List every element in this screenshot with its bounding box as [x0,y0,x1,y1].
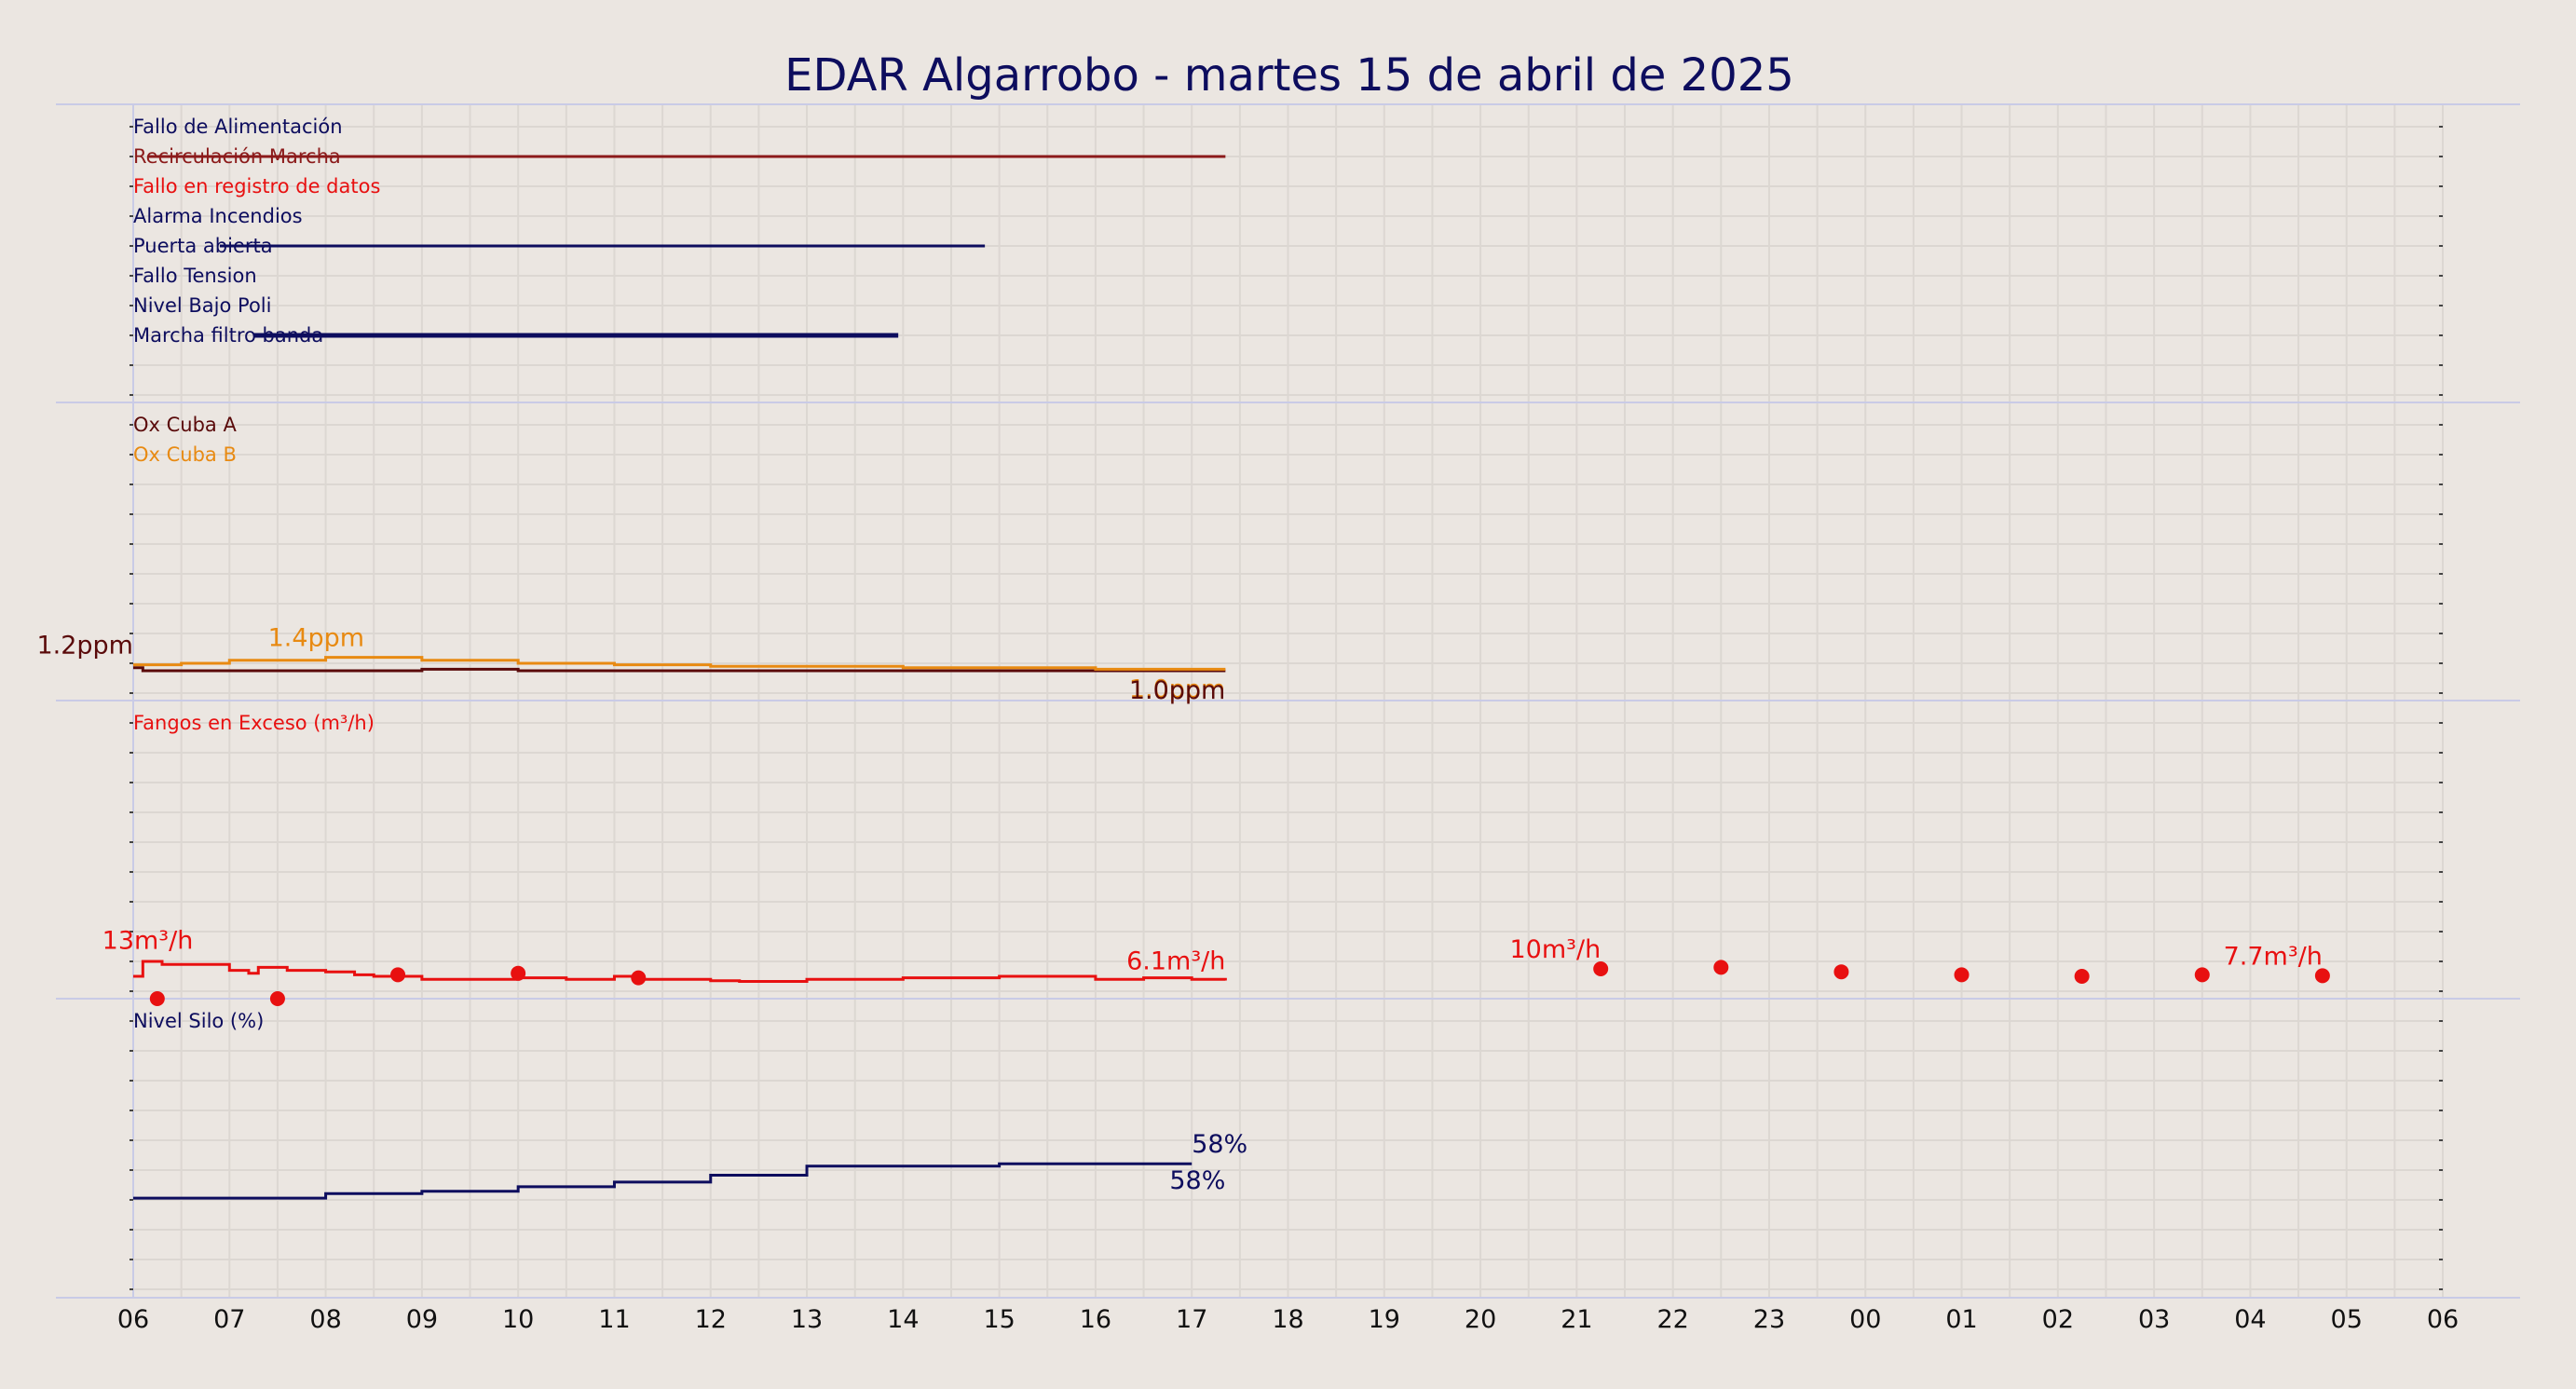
series-label: Ox Cuba A [133,414,237,436]
x-tick-label: 13 [791,1305,823,1334]
data-label: 1.2ppm [36,632,133,660]
x-tick-label: 19 [1369,1305,1400,1334]
x-tick-label: 09 [406,1305,438,1334]
chart-title: EDAR Algarrobo - martes 15 de abril de 2… [784,49,1794,102]
data-label: 1.0ppm [1129,676,1226,705]
data-label: 58% [1192,1130,1247,1159]
scatter-point [1954,967,1969,983]
scatter-point [1713,960,1729,975]
scatter-point [1593,961,1609,976]
series-label: Fallo en registro de datos [133,175,380,197]
scatter-point [1833,964,1849,980]
series-label: Nivel Silo (%) [133,1010,264,1032]
grid-layer [56,103,2520,1299]
x-tick-label: 06 [117,1305,149,1334]
x-tick-label: 04 [2234,1305,2266,1334]
scatter-point [149,991,165,1006]
scatter-point [2194,967,2210,983]
panel-3: Fangos en Exceso (m³/h) 13m³/h 6.1m³/h 10m³… [102,712,2443,1006]
x-tick-label: 21 [1561,1305,1592,1334]
scatter-point [269,991,285,1006]
series-label: Fangos en Exceso (m³/h) [133,712,375,734]
x-tick-label: 18 [1272,1305,1303,1334]
x-tick-label: 05 [2331,1305,2363,1334]
x-tick-label: 15 [983,1305,1015,1334]
panel-4: Nivel Silo (%) 58% 58% [129,1010,2443,1290]
data-label: 13m³/h [102,926,194,955]
scatter-point [390,967,406,983]
series-label: Fallo de Alimentación [133,116,343,138]
x-tick-label: 14 [887,1305,919,1334]
x-tick-label: 23 [1753,1305,1785,1334]
x-tick-label: 20 [1465,1305,1496,1334]
scatter-point [2314,968,2330,984]
scatter-point [2074,969,2090,984]
x-tick-label: 01 [1945,1305,1977,1334]
x-tick-label: 07 [213,1305,245,1334]
x-tick-label: 10 [502,1305,534,1334]
x-axis-ticks: 06 07 08 09 10 11 12 13 14 15 16 17 18 19 20 21 22 23 00 01… [117,1305,2459,1334]
x-tick-label: 22 [1656,1305,1688,1334]
x-tick-label: 16 [1080,1305,1111,1334]
series-label: Alarma Incendios [133,205,303,227]
series-line [133,1162,1193,1200]
data-label: 7.7m³/h [2224,942,2323,971]
x-tick-label: 03 [2138,1305,2170,1334]
x-tick-label: 02 [2042,1305,2074,1334]
series-line [133,656,1226,671]
panel-2: Ox Cuba AOx Cuba B1.2ppm 1.4ppm1.0ppm1.0p… [36,414,2443,705]
series-label: Fallo Tension [133,265,257,287]
x-tick-label: 08 [309,1305,341,1334]
data-label: 1.0ppm [1129,674,1226,703]
series-line [133,960,1227,983]
data-label: 1.4ppm [268,624,365,653]
data-label: 6.1m³/h [1126,946,1225,975]
series-label: Ox Cuba B [133,443,237,466]
x-tick-label: 17 [1176,1305,1207,1334]
data-label: 10m³/h [1509,935,1601,964]
scatter-point [631,970,647,986]
series-label: Nivel Bajo Poli [133,294,271,317]
data-label: 58% [1169,1166,1225,1195]
x-tick-label: 06 [2427,1305,2459,1334]
scatter-point [511,965,526,981]
x-tick-label: 11 [598,1305,630,1334]
x-tick-label: 12 [695,1305,727,1334]
x-tick-label: 00 [1849,1305,1881,1334]
series-line [133,666,1226,673]
